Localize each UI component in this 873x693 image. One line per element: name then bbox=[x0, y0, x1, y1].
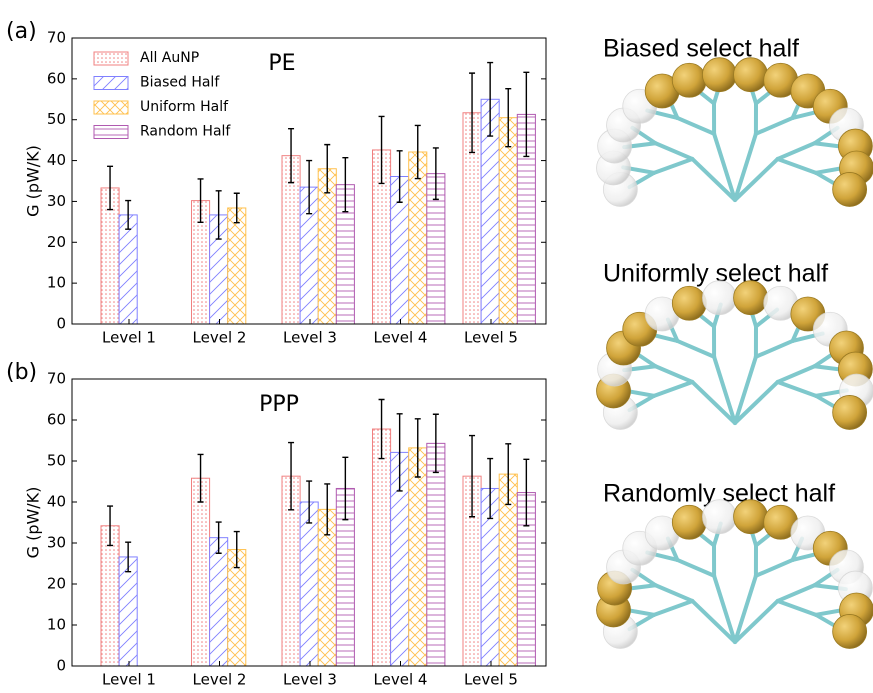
x-tick-label: Level 5 bbox=[464, 671, 518, 689]
y-tick-label: 30 bbox=[47, 534, 66, 552]
y-tick-label: 10 bbox=[47, 274, 66, 292]
y-tick-label: 60 bbox=[47, 411, 66, 429]
molecule-view: Uniformly select half bbox=[597, 260, 873, 430]
bar bbox=[228, 208, 246, 324]
bar bbox=[119, 215, 137, 324]
nanoparticle bbox=[833, 172, 867, 206]
y-tick-label: 10 bbox=[47, 616, 66, 634]
branch bbox=[656, 143, 693, 159]
legend-swatch bbox=[94, 77, 128, 90]
y-tick-label: 20 bbox=[47, 575, 66, 593]
branch bbox=[656, 585, 693, 601]
y-tick-label: 70 bbox=[47, 370, 66, 388]
y-tick-label: 60 bbox=[47, 69, 66, 87]
branch bbox=[778, 366, 815, 382]
y-tick-label: 50 bbox=[47, 110, 66, 128]
bar bbox=[373, 429, 391, 666]
nanoparticle bbox=[734, 500, 768, 534]
y-tick-label: 20 bbox=[47, 233, 66, 251]
x-tick-label: Level 3 bbox=[283, 329, 337, 347]
legend-swatch bbox=[94, 52, 128, 65]
branch bbox=[778, 585, 815, 601]
panel-label: (b) bbox=[6, 360, 37, 385]
nanoparticle bbox=[833, 614, 867, 648]
y-tick-label: 0 bbox=[56, 315, 66, 333]
annotation: PE bbox=[268, 51, 295, 76]
x-tick-label: Level 5 bbox=[464, 329, 518, 347]
bar bbox=[409, 448, 427, 666]
y-tick-label: 0 bbox=[56, 657, 66, 675]
legend: All AuNP Biased Half Uniform Half Random Ha… bbox=[94, 50, 231, 140]
branch bbox=[656, 366, 693, 382]
legend-swatch bbox=[94, 101, 128, 114]
branch bbox=[756, 560, 793, 576]
nanoparticle bbox=[672, 286, 706, 320]
x-tick-label: Level 2 bbox=[193, 329, 247, 347]
legend-label: All AuNP bbox=[140, 50, 199, 66]
branch bbox=[778, 601, 816, 615]
nanoparticle bbox=[672, 63, 706, 97]
panel-label: (a) bbox=[6, 19, 37, 44]
legend-swatch bbox=[94, 126, 128, 139]
nanoparticle bbox=[734, 58, 768, 92]
nanoparticle bbox=[702, 281, 736, 315]
branch bbox=[778, 159, 816, 173]
bar bbox=[119, 557, 137, 666]
nanoparticle bbox=[702, 58, 736, 92]
branch bbox=[654, 382, 692, 396]
annotation: PPP bbox=[259, 392, 299, 417]
y-tick-label: 30 bbox=[47, 192, 66, 210]
y-tick-label: 70 bbox=[47, 29, 66, 47]
nanoparticle bbox=[672, 505, 706, 539]
x-tick-label: Level 3 bbox=[283, 671, 337, 689]
branch bbox=[778, 382, 816, 396]
x-tick-label: Level 4 bbox=[374, 329, 428, 347]
branch bbox=[778, 143, 815, 159]
nanoparticle bbox=[702, 500, 736, 534]
x-tick-label: Level 1 bbox=[102, 671, 156, 689]
x-tick-label: Level 4 bbox=[374, 671, 428, 689]
legend-label: Biased Half bbox=[140, 75, 220, 91]
bar-chart: (a) G (pW/K) 0 10 20 30 40 50 60 70 Level 1 Level 2… bbox=[6, 19, 546, 347]
molecule-view: Randomly select half bbox=[597, 480, 873, 649]
bar bbox=[499, 118, 517, 324]
nanoparticle bbox=[734, 281, 768, 315]
branch bbox=[677, 341, 714, 357]
legend-label: Uniform Half bbox=[140, 99, 229, 115]
branch bbox=[677, 560, 714, 576]
x-tick-label: Level 2 bbox=[193, 671, 247, 689]
bar bbox=[210, 538, 228, 666]
bar bbox=[101, 526, 119, 666]
y-tick-label: 40 bbox=[47, 493, 66, 511]
bar-chart: (b) G (pW/K) 0 10 20 30 40 50 60 70 Level 1 Level 2… bbox=[6, 360, 546, 689]
branch bbox=[654, 159, 692, 173]
legend-label: Random Half bbox=[140, 124, 231, 140]
bar bbox=[300, 502, 318, 666]
bar bbox=[427, 443, 445, 666]
branch bbox=[756, 341, 793, 357]
y-axis-label: G (pW/K) bbox=[24, 145, 43, 217]
x-tick-label: Level 1 bbox=[102, 329, 156, 347]
bar bbox=[192, 478, 210, 666]
molecule-view: Biased select half bbox=[597, 35, 873, 207]
figure: (a) G (pW/K) 0 10 20 30 40 50 60 70 Level 1 Level 2… bbox=[0, 0, 873, 689]
branch bbox=[756, 118, 793, 134]
branch bbox=[677, 118, 714, 134]
molecule-title: Biased select half bbox=[603, 35, 799, 63]
y-tick-label: 50 bbox=[47, 452, 66, 470]
y-tick-label: 40 bbox=[47, 151, 66, 169]
y-axis-label: G (pW/K) bbox=[24, 487, 43, 559]
branch bbox=[654, 601, 692, 615]
nanoparticle bbox=[833, 395, 867, 429]
